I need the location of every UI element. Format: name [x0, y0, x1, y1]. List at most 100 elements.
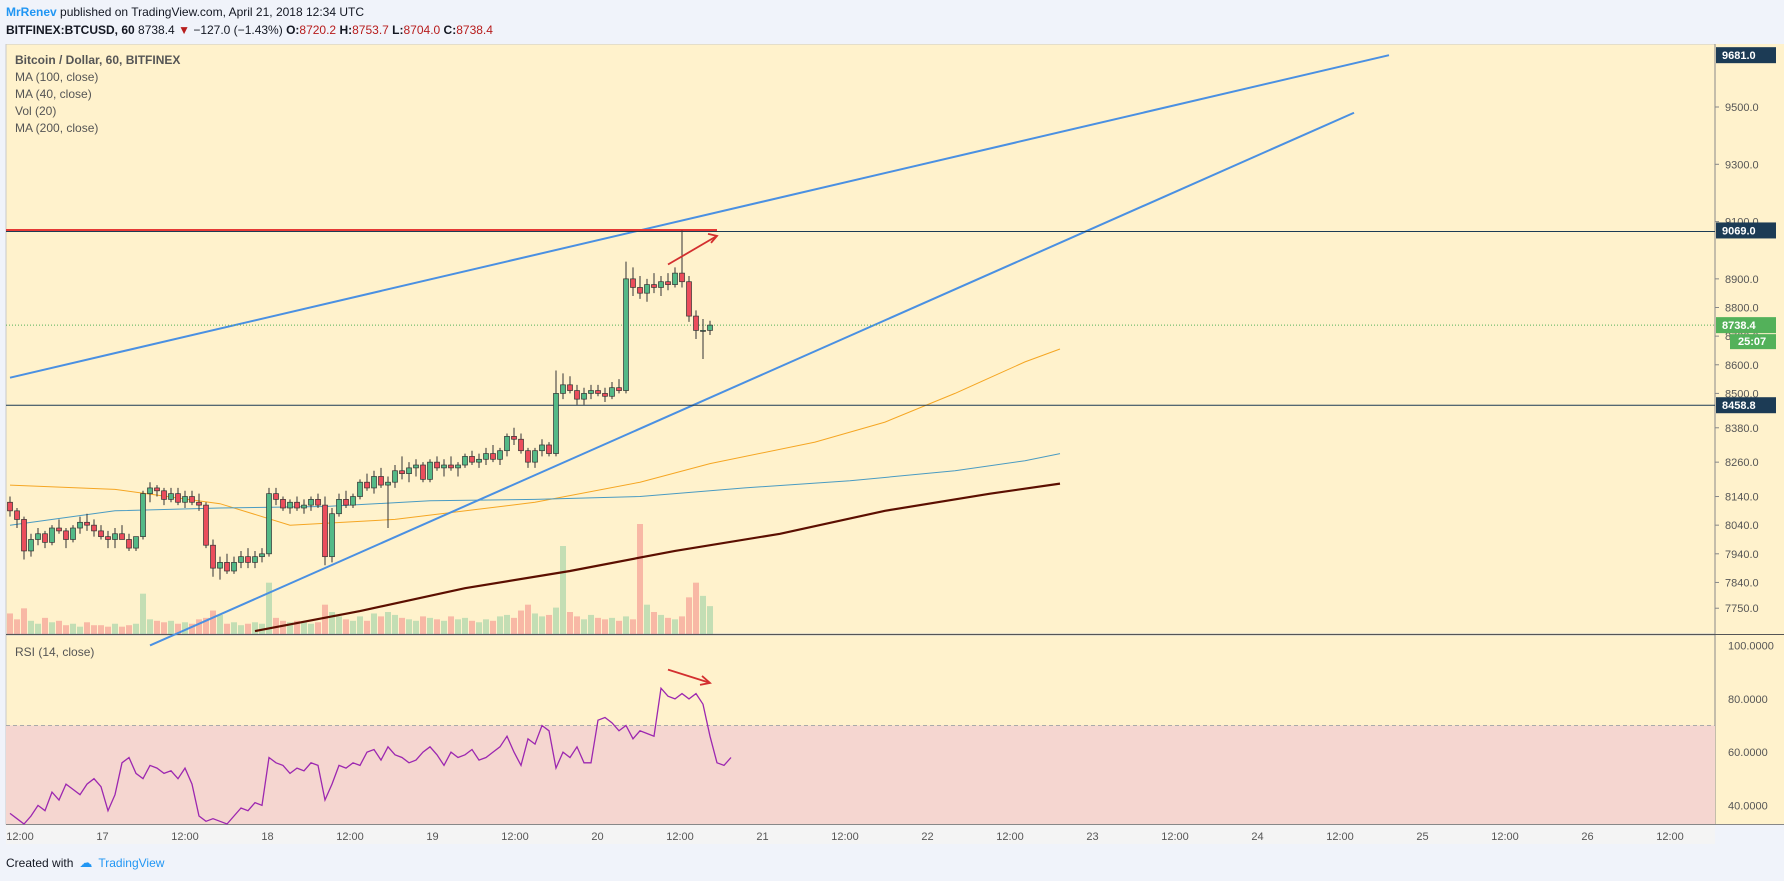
- candle-body: [154, 487, 160, 492]
- candle-body: [343, 499, 349, 506]
- time-tick-label: 12:00: [1161, 831, 1189, 843]
- volume-bar: [140, 593, 146, 634]
- volume-bar: [378, 616, 384, 634]
- volume-bar: [497, 616, 503, 634]
- rsi-tick-label: 100.0000: [1728, 641, 1774, 653]
- legend-ma40: MA (40, close): [15, 87, 92, 101]
- price-badge-label: 9681.0: [1722, 50, 1756, 62]
- open-value: 8720.2: [299, 23, 337, 37]
- trendline-lower-channel: [149, 111, 1355, 647]
- volume-bar: [567, 612, 573, 634]
- candle-body: [133, 536, 139, 549]
- volume-bar: [266, 582, 272, 634]
- tradingview-link[interactable]: TradingView: [98, 856, 165, 870]
- time-tick-label: 12:00: [6, 831, 34, 843]
- volume-bar: [336, 616, 342, 634]
- high-value: 8753.7: [352, 23, 389, 37]
- volume-bar: [672, 619, 678, 634]
- volume-bar: [350, 620, 356, 634]
- candle-body: [532, 450, 538, 463]
- time-tick-label: 19: [426, 831, 438, 843]
- rsi-band: [6, 725, 1715, 824]
- price-pane[interactable]: [5, 44, 1716, 635]
- volume-bar: [147, 619, 153, 634]
- volume-bar: [49, 622, 55, 634]
- candle-body: [21, 519, 27, 552]
- legend-rsi: RSI (14, close): [15, 645, 94, 659]
- candle-body: [217, 562, 223, 569]
- volume-bar: [77, 626, 83, 634]
- candle-body: [182, 496, 188, 503]
- candle-body: [35, 533, 41, 540]
- price-tick-label: 7940.0: [1725, 549, 1759, 561]
- candle-body: [105, 536, 111, 540]
- volume-bar: [700, 595, 706, 634]
- volume-bar: [182, 622, 188, 634]
- low-label: L:: [392, 23, 404, 37]
- price-badge-label: 8458.8: [1722, 400, 1756, 412]
- ma-line-1: [9, 453, 1061, 526]
- candle-body: [672, 272, 678, 285]
- candle-body: [539, 444, 545, 452]
- rsi-divergence-arrow: [667, 668, 711, 684]
- candle-body: [98, 530, 104, 537]
- candle-body: [329, 513, 335, 558]
- volume-bar: [231, 622, 237, 634]
- time-tick-label: 12:00: [336, 831, 364, 843]
- volume-bar: [175, 623, 181, 634]
- candle-body: [308, 499, 314, 506]
- candle-body: [497, 450, 503, 460]
- candle-body: [238, 556, 244, 563]
- candle-body: [665, 281, 671, 285]
- volume-bar: [560, 546, 566, 634]
- volume-bar: [427, 617, 433, 634]
- volume-bar: [84, 622, 90, 634]
- legend-ma200: MA (200, close): [15, 121, 98, 135]
- candle-body: [371, 476, 377, 489]
- candle-body: [28, 539, 34, 552]
- volume-bar: [413, 620, 419, 634]
- price-axis[interactable]: [1715, 44, 1784, 824]
- volume-bar: [245, 623, 251, 634]
- volume-bar: [455, 619, 461, 634]
- price-tick-label: 8040.0: [1725, 520, 1759, 532]
- volume-bar: [630, 619, 636, 634]
- candle-body: [637, 287, 643, 294]
- candle-body: [287, 501, 293, 509]
- time-tick-label: 12:00: [1656, 831, 1684, 843]
- candle-body: [427, 461, 433, 480]
- volume-bar: [623, 616, 629, 634]
- time-tick-label: 18: [261, 831, 273, 843]
- candle-body: [630, 278, 636, 288]
- high-label: H:: [339, 23, 353, 37]
- candle-body: [245, 556, 251, 563]
- author-link[interactable]: MrRenev: [6, 5, 57, 19]
- volume-bar: [329, 612, 335, 634]
- volume-bar: [301, 622, 307, 634]
- candle-body: [266, 493, 272, 555]
- volume-bar: [63, 625, 69, 634]
- volume-bar: [574, 616, 580, 634]
- candle-body: [175, 493, 181, 503]
- time-axis[interactable]: [6, 824, 1715, 844]
- candle-body: [616, 387, 622, 391]
- price-tick-label: 9500.0: [1725, 102, 1759, 114]
- rsi-arrowhead-icon: [699, 675, 712, 686]
- rsi-tick-label: 40.0000: [1728, 800, 1768, 812]
- volume-bar: [105, 626, 111, 634]
- time-tick-label: 25: [1416, 831, 1428, 843]
- candle-body: [63, 530, 69, 540]
- price-change: −127.0 (−1.43%): [193, 23, 283, 37]
- volume-bar: [308, 623, 314, 634]
- time-tick-label: 22: [921, 831, 933, 843]
- volume-bar: [343, 619, 349, 634]
- price-badge: [1716, 317, 1776, 334]
- volume-bar: [609, 617, 615, 634]
- volume-bar: [357, 616, 363, 634]
- publish-info: MrRenev published on TradingView.com, Ap…: [6, 5, 364, 19]
- chart-canvas[interactable]: 40.0000 60.0000 80.0000 100.0000 7750.0 7840.…: [0, 44, 1784, 849]
- candle-body: [56, 527, 62, 532]
- candle-body: [7, 501, 13, 512]
- volume-bar: [161, 622, 167, 634]
- candle-body: [91, 524, 97, 532]
